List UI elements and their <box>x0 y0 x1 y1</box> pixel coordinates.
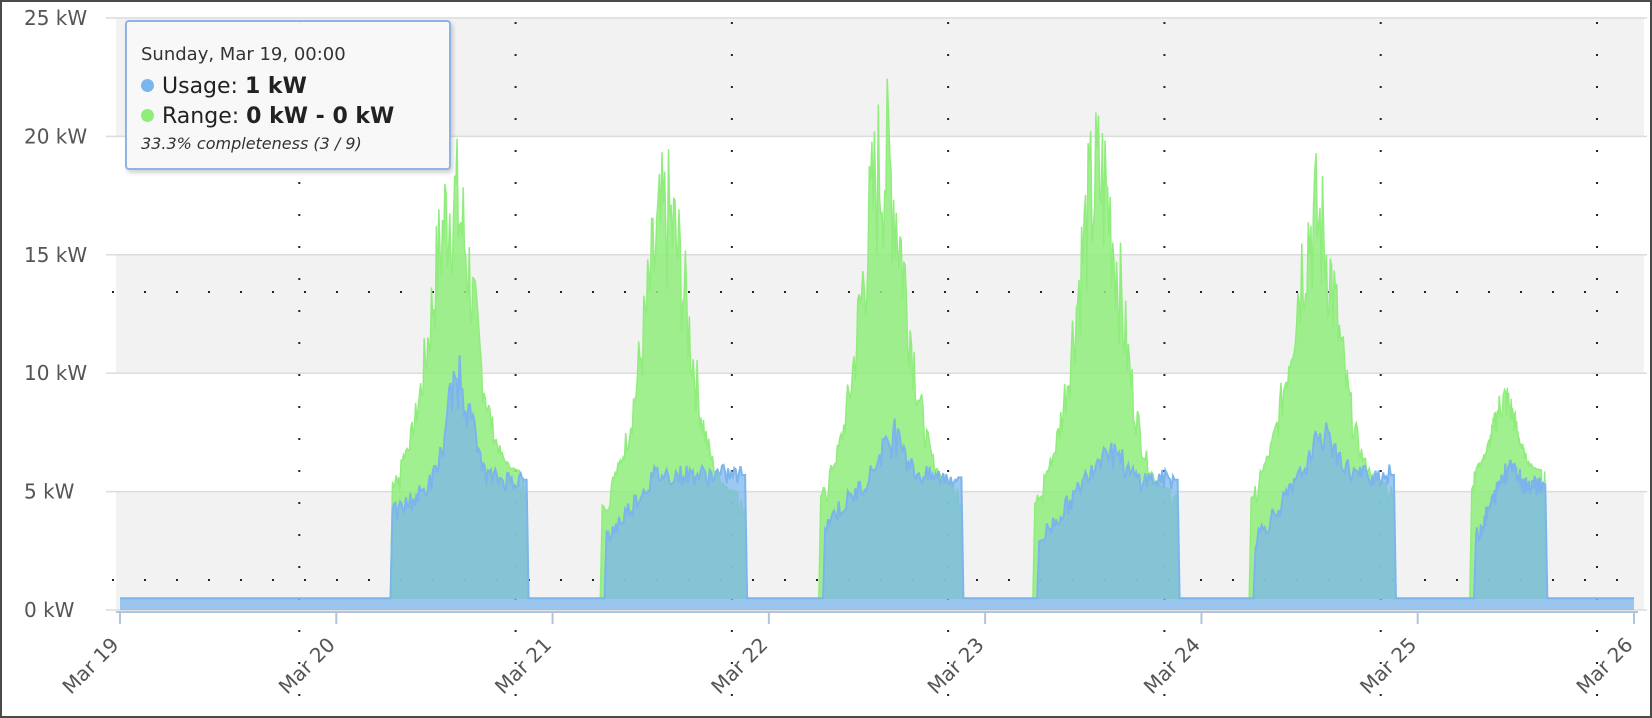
x-tick-label: Mar 19 <box>57 633 123 699</box>
tooltip: Sunday, Mar 19, 00:00 Usage: 1 kW Range:… <box>125 20 451 170</box>
x-tick-label: Mar 23 <box>923 633 989 699</box>
usage-area <box>120 355 1634 610</box>
tooltip-usage-value: 1 kW <box>244 74 307 99</box>
tooltip-range-value: 0 kW - 0 kW <box>246 104 395 129</box>
x-tick-label: Mar 21 <box>490 633 556 699</box>
tooltip-usage-row: Usage: 1 kW <box>141 74 307 99</box>
y-tick-label: 20 kW <box>24 124 87 148</box>
x-tick-label: Mar 26 <box>1571 633 1637 699</box>
range-dot-icon <box>141 109 154 122</box>
x-tick-label: Mar 22 <box>706 633 772 699</box>
y-axis: 0 kW 5 kW 10 kW 15 kW 20 kW 25 kW <box>24 6 87 622</box>
x-tick-label: Mar 25 <box>1355 633 1421 699</box>
y-tick-label: 25 kW <box>24 6 87 30</box>
tooltip-usage-label: Usage: <box>162 74 238 99</box>
y-tick-label: 0 kW <box>24 598 75 622</box>
tooltip-range-row: Range: 0 kW - 0 kW <box>141 104 394 129</box>
usage-series[interactable] <box>120 355 1634 610</box>
y-tick-label: 5 kW <box>24 480 75 504</box>
x-axis: Mar 19 Mar 20 Mar 21 Mar 22 Mar 23 Mar 24 Mar … <box>57 611 1638 699</box>
x-tick-label: Mar 20 <box>274 633 340 699</box>
usage-line <box>120 355 1634 600</box>
tooltip-header: Sunday, Mar 19, 00:00 <box>141 44 346 65</box>
tooltip-completeness: 33.3% completeness (3 / 9) <box>141 134 362 153</box>
usage-dot-icon <box>141 79 154 92</box>
x-tick-label: Mar 24 <box>1139 633 1205 699</box>
y-tick-label: 10 kW <box>24 361 87 385</box>
y-tick-label: 15 kW <box>24 243 87 267</box>
tooltip-range-label: Range: <box>162 104 240 129</box>
